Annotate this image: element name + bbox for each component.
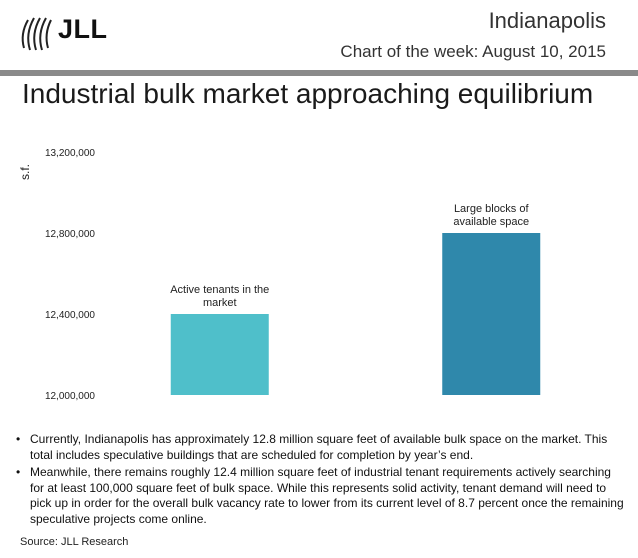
bar-data-label: market (203, 297, 237, 309)
y-tick-label: 12,000,000 (45, 391, 95, 402)
bar (170, 314, 269, 395)
bar (442, 233, 541, 395)
page-title: Industrial bulk market approaching equil… (22, 78, 594, 109)
logo-text: JLL (58, 14, 108, 44)
y-tick-label: 12,800,000 (45, 229, 95, 240)
bar-data-label: available space (453, 216, 529, 228)
commentary-list: Currently, Indianapolis has approximatel… (14, 432, 624, 529)
city-heading: Indianapolis (488, 8, 606, 33)
bar-data-label: Active tenants in the (170, 284, 269, 296)
source-note: Source: JLL Research (20, 536, 129, 548)
chart-subtitle: Chart of the week: August 10, 2015 (340, 42, 606, 61)
y-axis-label: s.f. (18, 164, 32, 180)
jll-logo-icon (21, 17, 52, 51)
y-tick-label: 12,400,000 (45, 310, 95, 321)
commentary-bullet: Meanwhile, there remains roughly 12.4 mi… (14, 465, 624, 527)
title-divider (0, 70, 638, 76)
commentary-bullet: Currently, Indianapolis has approximatel… (14, 432, 624, 463)
bar-chart: s.f. 12,000,000 12,400,000 12,800,000 13,200… (18, 148, 541, 402)
bar-data-label: Large blocks of (454, 203, 530, 215)
y-tick-label: 13,200,000 (45, 148, 95, 159)
